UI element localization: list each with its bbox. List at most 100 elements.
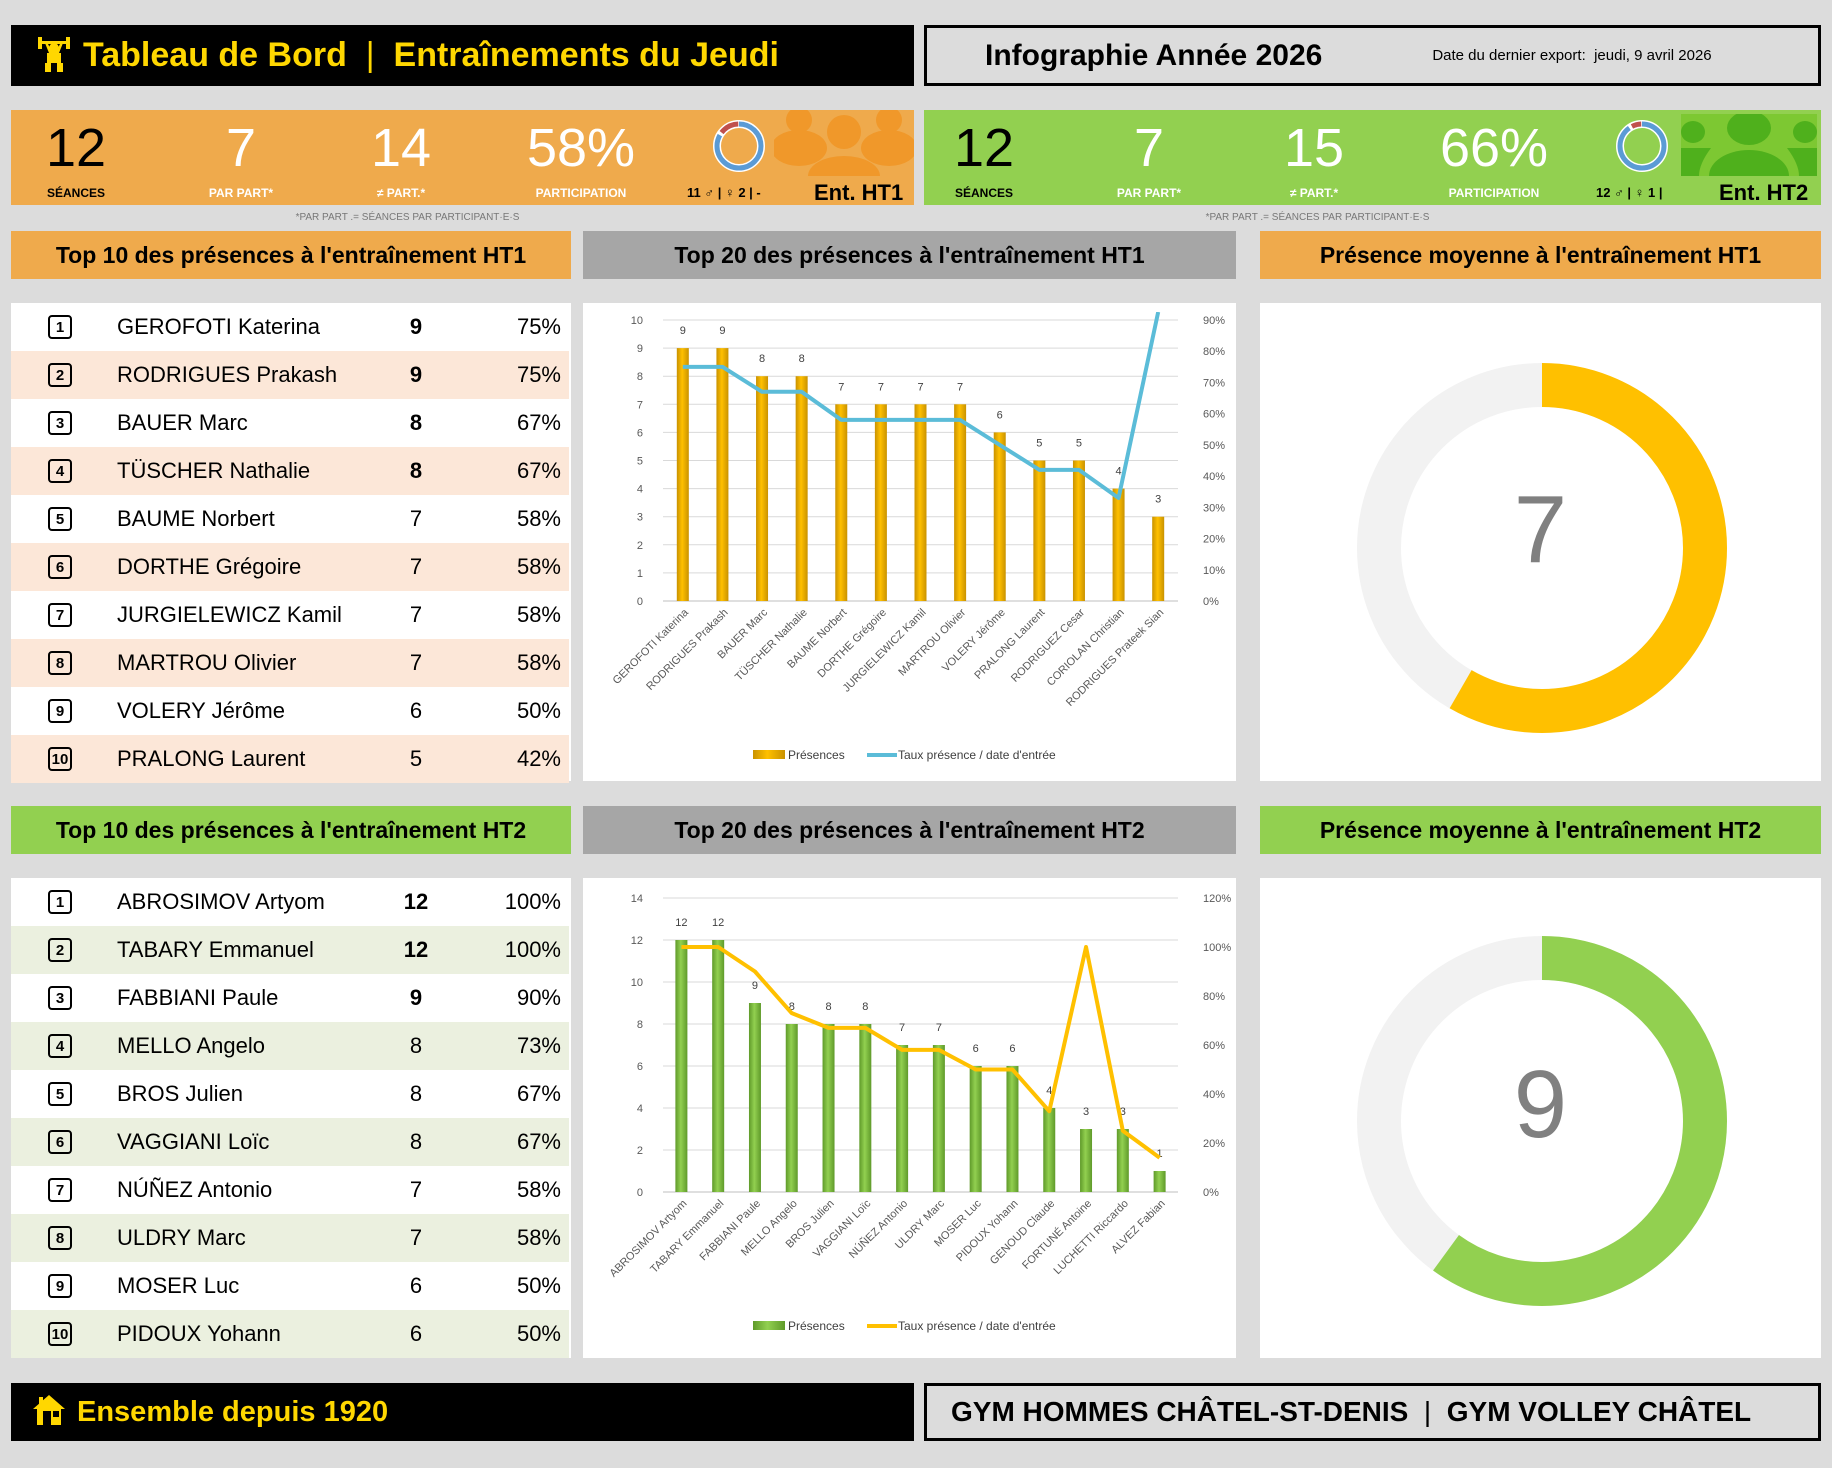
bar	[1112, 488, 1125, 601]
rank-badge: 7	[48, 1178, 72, 1202]
kpi-strip-ht2: 12 SÉANCES 7 PAR PART* 15 ≠ PART.* 66% P…	[924, 110, 1821, 205]
participant-name: MARTROU Olivier	[117, 650, 297, 675]
gender-breakdown: 11 ♂ | ♀ 2 | -	[687, 185, 761, 200]
donut-center-value: 9	[1513, 1051, 1568, 1158]
y2-tick-label: 80%	[1203, 346, 1225, 358]
table-row: 2 RODRIGUES Prakash 9 75%	[11, 351, 569, 399]
y-tick-label: 3	[637, 512, 643, 524]
y-tick-label: 2	[637, 540, 643, 552]
table-row: 6 DORTHE Grégoire 7 58%	[11, 543, 569, 591]
bar	[822, 1024, 835, 1192]
section-top10-ht2: Top 10 des présences à l'entraînement HT…	[11, 806, 571, 854]
x-category-label: PRALONG Laurent	[972, 607, 1047, 682]
bar-value-label: 3	[1155, 494, 1161, 506]
presence-count: 8	[409, 410, 423, 435]
participant-name: MELLO Angelo	[117, 1033, 265, 1058]
rank-badge: 2	[48, 363, 72, 387]
bar	[756, 376, 769, 601]
gender-female-arc	[1617, 121, 1667, 171]
rank-badge: 9	[48, 699, 72, 723]
y2-tick-label: 50%	[1203, 440, 1225, 452]
bar-value-label: 12	[712, 917, 724, 929]
kpi-par-part-label: PAR PART*	[208, 186, 274, 200]
participant-name: TABARY Emmanuel	[117, 937, 314, 962]
y-tick-label: 5	[637, 456, 643, 468]
participant-name: BROS Julien	[117, 1081, 243, 1106]
x-category-label: GEROFOTI Katerina	[611, 606, 692, 687]
participant-name: DORTHE Grégoire	[117, 554, 302, 579]
bar-value-label: 9	[719, 325, 725, 337]
infographic-header: Infographie Année 2026 Date du dernier e…	[924, 25, 1821, 86]
bar-value-label: 8	[799, 353, 805, 365]
presence-count: 7	[409, 554, 423, 579]
footnote-par-part: *PAR PART .= SÉANCES PAR PARTICIPANT·E·S	[295, 212, 520, 223]
presence-count: 7	[409, 602, 423, 627]
presence-count: 7	[409, 506, 423, 531]
presence-percent: 58%	[516, 1225, 561, 1250]
top10-table-ht1: 1 GEROFOTI Katerina 9 75% 2 RODRIGUES Prakash…	[11, 303, 571, 783]
participant-name: VAGGIANI Loïc	[117, 1129, 270, 1154]
rank-badge: 6	[48, 1130, 72, 1154]
legend-bar-swatch	[753, 1321, 785, 1330]
bar-value-label: 7	[957, 381, 963, 393]
kpi-nb-part-label: ≠ PART.*	[1289, 186, 1339, 200]
bar-value-label: 7	[838, 381, 844, 393]
bar	[1152, 516, 1165, 601]
bar-value-label: 9	[752, 980, 758, 992]
chart-panel-ht1: 0 1 2 3 4 5 6 7 8 9 10 0% 10% 20% 30% 40% 50% 60% 70% 80% 90…	[583, 303, 1236, 781]
table-row: 1 ABROSIMOV Artyom 12 100%	[11, 878, 569, 926]
y-tick-label: 10	[631, 315, 643, 327]
y2-tick-label: 60%	[1203, 1040, 1225, 1052]
presence-percent: 50%	[516, 1273, 561, 1298]
rate-line	[681, 945, 1161, 1160]
rank-badge: 8	[48, 651, 72, 675]
bar	[712, 940, 725, 1192]
bar-value-label: 6	[1009, 1043, 1015, 1055]
bar	[675, 940, 688, 1192]
y-tick-label: 8	[637, 1019, 643, 1031]
section-top20-ht1: Top 20 des présences à l'entraînement HT…	[583, 231, 1236, 279]
bar	[874, 404, 887, 601]
bar	[954, 404, 967, 601]
table-row: 10 PRALONG Laurent 5 42%	[11, 735, 569, 783]
bar-value-label: 12	[675, 917, 687, 929]
group-people-icon	[774, 110, 914, 176]
rank-badge: 3	[48, 986, 72, 1010]
bar-value-label: 8	[759, 353, 765, 365]
donut-fill-arc	[1357, 363, 1727, 733]
presence-count: 8	[409, 1129, 423, 1154]
gender-ratio-donut	[1616, 120, 1668, 172]
x-category-label: CORIOLAN Christian	[1045, 607, 1127, 689]
kpi-participation-value: 66%	[1439, 118, 1549, 178]
gender-male-arc	[714, 121, 764, 171]
x-category-label: FORTUNÉ Antoine	[1019, 1197, 1094, 1272]
y2-tick-label: 0%	[1203, 596, 1219, 608]
presence-count: 8	[409, 1081, 423, 1106]
participant-name: RODRIGUES Prakash	[117, 362, 338, 387]
footer-motto-bar: Ensemble depuis 1920	[11, 1383, 914, 1441]
kpi-par-part-value: 7	[1133, 118, 1165, 178]
y2-tick-label: 40%	[1203, 471, 1225, 483]
y2-tick-label: 20%	[1203, 1138, 1225, 1150]
kpi-nb-part-value: 14	[370, 118, 432, 178]
gender-female-arc	[714, 121, 764, 171]
table-row: 3 BAUER Marc 8 67%	[11, 399, 569, 447]
presence-percent: 50%	[516, 698, 561, 723]
presence-percent: 58%	[516, 554, 561, 579]
donut-center-value: 7	[1513, 476, 1568, 583]
bar-value-label: 6	[973, 1043, 979, 1055]
bar	[748, 1003, 761, 1192]
y-tick-label: 2	[637, 1145, 643, 1157]
y-tick-label: 14	[631, 893, 643, 905]
participant-name: BAUME Norbert	[117, 506, 275, 531]
y2-tick-label: 20%	[1203, 534, 1225, 546]
participant-name: TÜSCHER Nathalie	[117, 458, 311, 483]
bar-value-label: 5	[1076, 438, 1082, 450]
y2-tick-label: 40%	[1203, 1089, 1225, 1101]
bar	[1072, 460, 1085, 601]
y2-tick-label: 70%	[1203, 377, 1225, 389]
bar	[1153, 1171, 1166, 1192]
table-row: 8 ULDRY Marc 7 58%	[11, 1214, 569, 1262]
infographic-title: Infographie Année 2026	[985, 38, 1323, 72]
participant-name: PIDOUX Yohann	[117, 1321, 281, 1346]
